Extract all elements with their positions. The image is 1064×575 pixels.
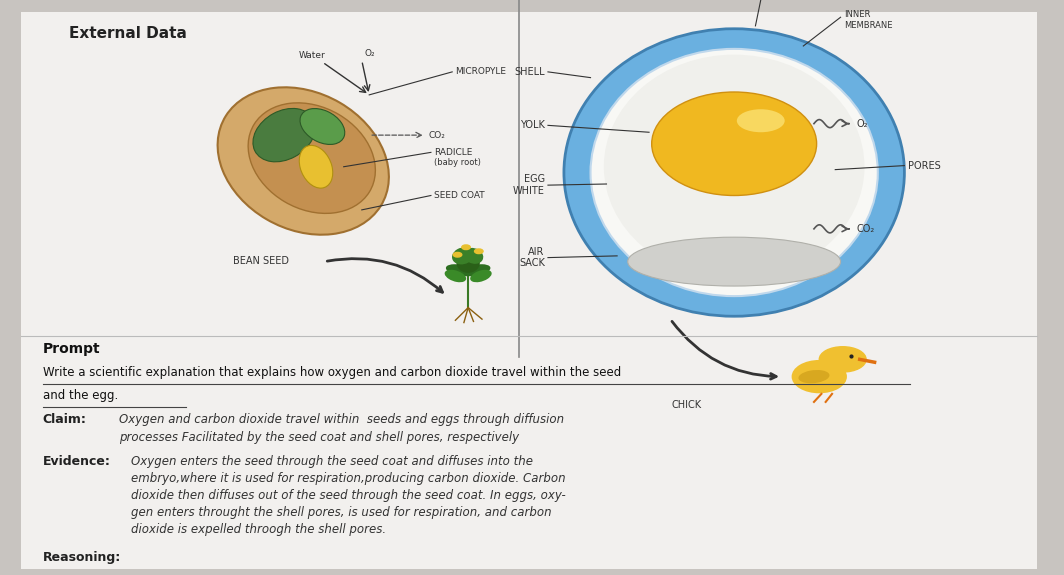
Ellipse shape [452, 247, 473, 264]
Ellipse shape [470, 270, 492, 282]
Circle shape [462, 245, 470, 250]
Text: Write a scientific explanation that explains how oxygen and carbon dioxide trave: Write a scientific explanation that expl… [43, 366, 620, 380]
Text: EGG
WHITE: EGG WHITE [513, 174, 545, 196]
Ellipse shape [603, 55, 864, 279]
Text: AIR
SACK: AIR SACK [519, 247, 545, 269]
Ellipse shape [651, 92, 817, 196]
Ellipse shape [456, 253, 480, 273]
Circle shape [819, 347, 866, 372]
Text: Oxygen enters the seed through the seed coat and diffuses into the
embryo,where : Oxygen enters the seed through the seed … [131, 455, 566, 536]
Text: External Data: External Data [69, 26, 187, 41]
Text: Water: Water [298, 51, 326, 60]
Text: O₂: O₂ [365, 48, 376, 58]
Text: O₂: O₂ [857, 118, 868, 129]
Text: Evidence:: Evidence: [43, 455, 111, 468]
Ellipse shape [736, 109, 785, 132]
Text: Claim:: Claim: [43, 413, 86, 427]
Ellipse shape [248, 103, 376, 213]
Ellipse shape [463, 264, 491, 276]
Circle shape [475, 249, 483, 254]
Text: Oxygen and carbon dioxide travel within  seeds and eggs through diffusion
proces: Oxygen and carbon dioxide travel within … [119, 413, 564, 444]
Text: MICROPYLE: MICROPYLE [455, 67, 506, 76]
Ellipse shape [253, 109, 315, 162]
Ellipse shape [218, 87, 388, 235]
Ellipse shape [299, 145, 333, 188]
Text: PORES: PORES [908, 160, 941, 171]
Text: Reasoning:: Reasoning: [43, 551, 121, 565]
Text: BEAN SEED: BEAN SEED [233, 256, 288, 266]
Text: (baby root): (baby root) [434, 158, 481, 167]
Text: CO₂: CO₂ [857, 224, 875, 234]
Ellipse shape [798, 370, 830, 384]
FancyBboxPatch shape [21, 12, 1037, 569]
Text: and the egg.: and the egg. [43, 389, 118, 402]
Text: SEED COAT: SEED COAT [434, 191, 485, 200]
Ellipse shape [591, 49, 878, 296]
Ellipse shape [628, 237, 841, 286]
Text: YOLK: YOLK [520, 120, 545, 131]
Text: INNER
MEMBRANE: INNER MEMBRANE [844, 10, 893, 30]
Text: RADICLE: RADICLE [434, 148, 472, 157]
Ellipse shape [564, 29, 904, 316]
Ellipse shape [445, 270, 466, 282]
Text: SHELL: SHELL [514, 67, 545, 77]
Ellipse shape [464, 248, 483, 264]
Text: CO₂: CO₂ [429, 131, 446, 140]
Ellipse shape [792, 360, 847, 393]
Text: CHICK: CHICK [671, 400, 701, 409]
Ellipse shape [446, 264, 473, 276]
Ellipse shape [300, 109, 345, 144]
Text: Prompt: Prompt [43, 342, 100, 356]
Circle shape [453, 252, 462, 257]
